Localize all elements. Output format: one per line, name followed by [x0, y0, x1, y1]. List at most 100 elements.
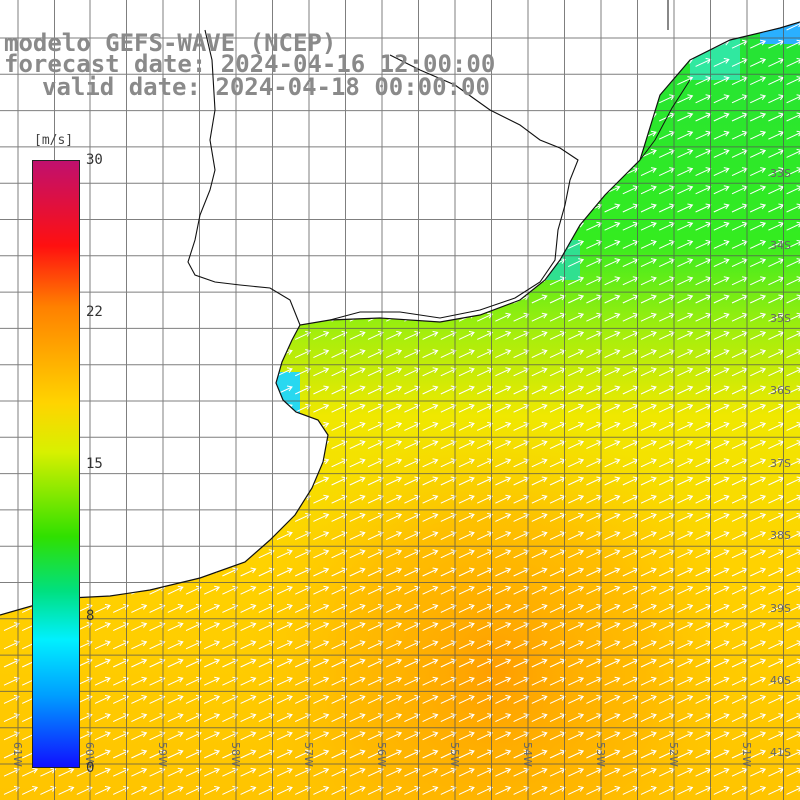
wind-arrow	[713, 494, 730, 504]
wind-arrow	[367, 549, 384, 559]
wind-arrow	[513, 622, 530, 632]
wind-arrow	[149, 167, 166, 177]
wind-arrow	[149, 403, 166, 413]
wind-arrow	[640, 622, 657, 632]
wind-arrow	[3, 349, 20, 359]
lon-label: 52W	[667, 742, 680, 767]
wind-arrow	[476, 239, 494, 249]
wind-arrow	[531, 694, 548, 704]
wind-arrow	[404, 385, 421, 395]
model-title: modelo GEFS-WAVE (NCEP)	[4, 29, 337, 57]
wind-arrow	[458, 494, 475, 504]
wind-arrow	[3, 112, 20, 122]
wind-arrow	[58, 148, 75, 158]
wind-arrow	[367, 385, 384, 395]
wind-arrow	[713, 749, 730, 759]
wind-arrow	[749, 57, 767, 67]
wind-arrow	[422, 603, 439, 613]
wind-arrow	[567, 603, 585, 613]
wind-arrow	[385, 440, 403, 450]
wind-arrow	[749, 239, 767, 249]
wind-arrow	[294, 421, 312, 431]
wind-arrow	[294, 239, 312, 249]
wind-arrow	[713, 440, 730, 450]
wind-arrow	[331, 258, 348, 268]
wind-arrow	[203, 312, 221, 322]
wind-arrow	[749, 276, 767, 286]
wind-arrow	[749, 403, 767, 413]
wind-arrow	[458, 167, 475, 177]
wind-arrow	[476, 221, 494, 231]
wind-arrow	[276, 676, 293, 686]
wind-arrow	[531, 294, 548, 304]
wind-arrow	[513, 367, 530, 377]
wind-arrow	[640, 349, 657, 359]
wind-arrow	[531, 731, 548, 741]
wind-arrow	[476, 603, 494, 613]
wind-arrow	[440, 349, 457, 359]
wind-arrow	[713, 585, 730, 595]
wind-arrow	[367, 531, 384, 541]
wind-arrow	[185, 276, 202, 286]
wind-arrow	[294, 749, 312, 759]
wind-arrow	[94, 421, 111, 431]
wind-arrow	[404, 767, 421, 777]
wind-arrow	[3, 312, 20, 322]
wind-arrow	[440, 731, 457, 741]
wind-arrow	[495, 385, 512, 395]
wind-arrow	[476, 749, 494, 759]
wind-arrow	[713, 221, 730, 231]
wind-arrow	[240, 694, 257, 704]
lon-label: 58W	[229, 742, 242, 767]
wind-arrow	[458, 658, 475, 668]
wind-arrow	[422, 203, 439, 213]
wind-arrow	[185, 476, 202, 486]
wind-arrow	[294, 403, 312, 413]
wind-arrow	[258, 185, 275, 195]
wind-arrow	[276, 585, 293, 595]
wind-arrow	[258, 512, 275, 522]
wind-arrow	[94, 640, 111, 650]
wind-arrow	[567, 476, 585, 486]
wind-arrow	[276, 713, 293, 723]
wind-arrow	[422, 421, 439, 431]
wind-arrow	[549, 185, 566, 195]
wind-arrow	[513, 658, 530, 668]
wind-arrow	[513, 203, 530, 213]
wind-arrow	[294, 676, 312, 686]
wind-arrow	[604, 367, 621, 377]
wind-arrow	[276, 130, 293, 140]
wind-arrow	[367, 476, 384, 486]
wind-arrow	[749, 567, 767, 577]
wind-arrow	[677, 567, 694, 577]
wind-arrow	[313, 531, 330, 541]
wind-arrow	[349, 713, 366, 723]
wind-arrow	[240, 167, 257, 177]
wind-arrow	[677, 94, 694, 104]
wind-arrow	[404, 130, 421, 140]
wind-arrow	[604, 785, 621, 795]
wind-arrow	[294, 640, 312, 650]
wind-arrow	[294, 276, 312, 286]
wind-arrow	[385, 39, 403, 49]
wind-arrow	[404, 330, 421, 340]
wind-arrow	[604, 39, 621, 49]
wind-arrow	[313, 658, 330, 668]
wind-arrow	[476, 203, 494, 213]
wind-arrow	[167, 713, 184, 723]
wind-arrow	[404, 585, 421, 595]
wind-arrow	[367, 167, 384, 177]
wind-arrow	[458, 458, 475, 468]
wind-arrow	[331, 185, 348, 195]
wind-arrow	[476, 330, 494, 340]
wind-arrow	[713, 476, 730, 486]
wind-arrow	[567, 22, 585, 31]
wind-arrow	[258, 421, 275, 431]
wind-arrow	[149, 258, 166, 268]
wind-arrow	[677, 622, 694, 632]
wind-arrow	[367, 767, 384, 777]
wind-arrow	[167, 203, 184, 213]
wind-arrow	[3, 713, 20, 723]
lon-label: 53W	[594, 742, 607, 767]
